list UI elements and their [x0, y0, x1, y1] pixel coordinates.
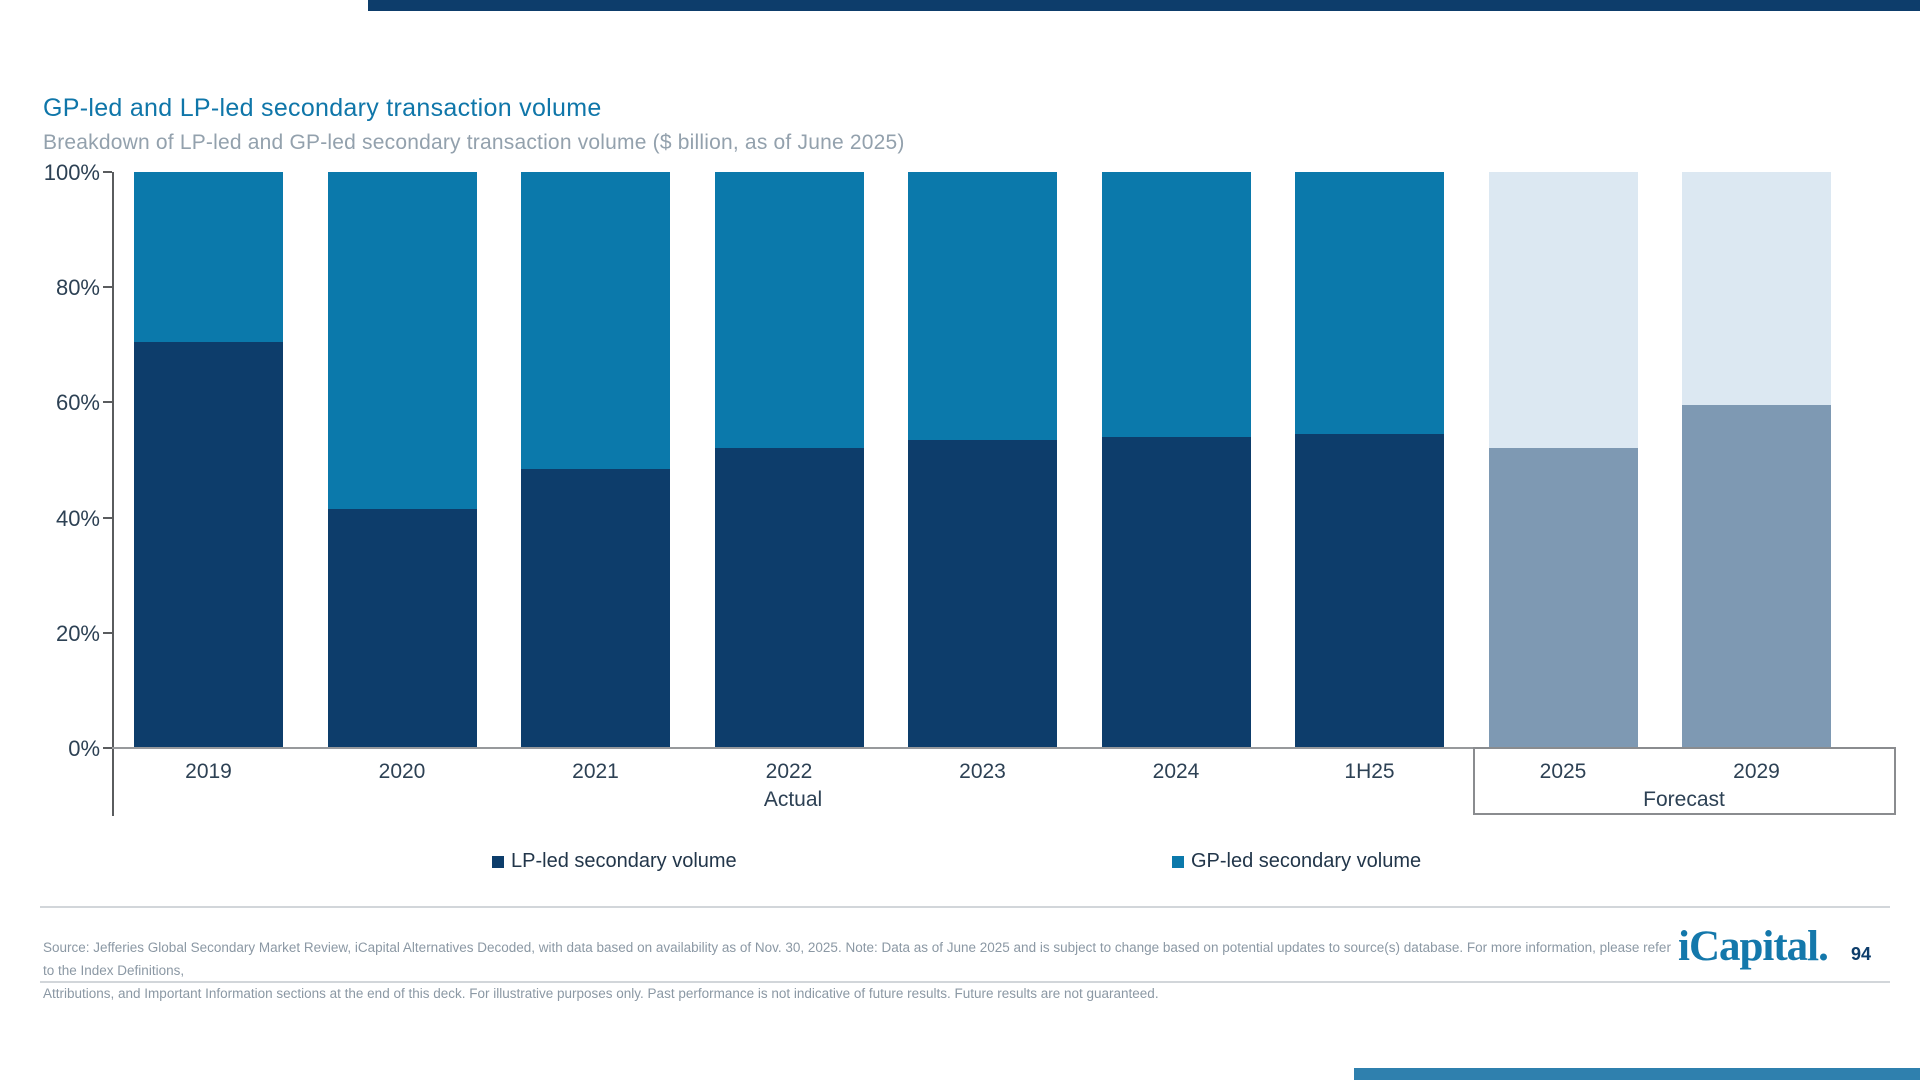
legend-item-gp: GP-led secondary volume [1172, 850, 1421, 873]
plot-area [113, 172, 1895, 748]
bar-2021-gp-segment [521, 172, 670, 469]
gp-legend-swatch-icon [1172, 855, 1184, 868]
bar-2024-gp-segment [1101, 172, 1251, 437]
bar-1H25-gp-segment [1295, 172, 1444, 435]
bar-2029-lp-segment [1682, 405, 1831, 748]
y-axis-tick [103, 171, 112, 173]
bar-2019-lp-segment [134, 341, 283, 748]
bar-2022-gp-segment [714, 172, 864, 449]
y-axis-tick-label: 100% [43, 160, 100, 185]
bar-2029-gp-segment [1682, 172, 1831, 406]
y-axis-tick [103, 747, 112, 749]
page-subtitle: Breakdown of LP-led and GP-led secondary… [43, 131, 905, 154]
page-number: 94 [1851, 944, 1872, 964]
y-axis-line [112, 172, 114, 816]
y-axis-tick-label: 60% [55, 390, 100, 416]
bar-2022 [714, 172, 864, 748]
y-axis-tick [103, 516, 112, 519]
footer-divider-bottom [40, 981, 1890, 983]
y-axis-tick [103, 286, 112, 289]
y-axis-tick-label: 20% [55, 620, 100, 646]
page-title: GP-led and LP-led secondary transaction … [43, 94, 602, 122]
bar-2025-gp-segment [1488, 172, 1638, 449]
y-axis-tick [103, 401, 112, 404]
legend-label-lp: LP-led secondary volume [511, 850, 737, 872]
legend: LP-led secondary volume GP-led secondary… [0, 850, 1920, 876]
source-note-line-2: Attributions, and Important Information … [43, 986, 1159, 1001]
x-axis-label-2022: 2022 [765, 760, 813, 783]
x-axis-label-2023: 2023 [959, 760, 1006, 783]
y-axis-tick-label: 0% [68, 736, 100, 761]
lp-legend-swatch-icon [492, 855, 504, 868]
source-note: Source: Jefferies Global Secondary Marke… [43, 936, 1673, 1005]
footer-divider-top [40, 906, 1890, 908]
forecast-group-box [1473, 747, 1896, 815]
y-axis-tick [103, 631, 112, 634]
x-axis-label-2024: 2024 [1152, 760, 1200, 783]
bar-2023 [908, 172, 1057, 748]
bar-2021 [521, 172, 670, 748]
y-axis-tick-label: 40% [55, 505, 100, 531]
bar-2024-lp-segment [1101, 436, 1251, 748]
bar-2023-lp-segment [908, 439, 1057, 748]
x-axis-label-2021: 2021 [572, 760, 619, 783]
bar-2020-lp-segment [327, 508, 477, 748]
legend-item-lp: LP-led secondary volume [492, 850, 737, 873]
icapital-logo: iCapital. [1678, 923, 1829, 970]
x-axis-label-2020: 2020 [378, 760, 426, 783]
y-axis-tick-label: 80% [55, 275, 100, 301]
bar-1H25-lp-segment [1295, 434, 1444, 748]
bar-1H25 [1295, 172, 1444, 748]
bar-2025-lp-segment [1488, 448, 1638, 748]
actual-group-label: Actual [763, 788, 823, 811]
top-accent-bar [368, 0, 1920, 11]
source-note-line-1: Source: Jefferies Global Secondary Marke… [43, 940, 1671, 978]
bar-2020-gp-segment [327, 172, 477, 509]
x-axis-baseline [112, 747, 1896, 749]
bar-2019 [134, 172, 283, 748]
legend-label-gp: GP-led secondary volume [1191, 850, 1422, 872]
x-axis-label-2019: 2019 [185, 760, 232, 783]
bar-2025 [1488, 172, 1638, 748]
bar-2021-lp-segment [521, 468, 670, 748]
bar-2022-lp-segment [714, 448, 864, 748]
x-axis-label-1H25: 1H25 [1344, 760, 1395, 783]
bottom-accent-bar [1354, 1068, 1920, 1080]
bar-2020 [327, 172, 477, 748]
bar-2023-gp-segment [908, 172, 1057, 440]
bar-2019-gp-segment [134, 172, 283, 342]
bar-2024 [1101, 172, 1251, 748]
bar-2029 [1682, 172, 1831, 748]
x-axis-label-2025: 2025 [1539, 760, 1587, 783]
forecast-group-label: Forecast [1643, 788, 1725, 811]
x-axis-label-2029: 2029 [1733, 760, 1780, 783]
